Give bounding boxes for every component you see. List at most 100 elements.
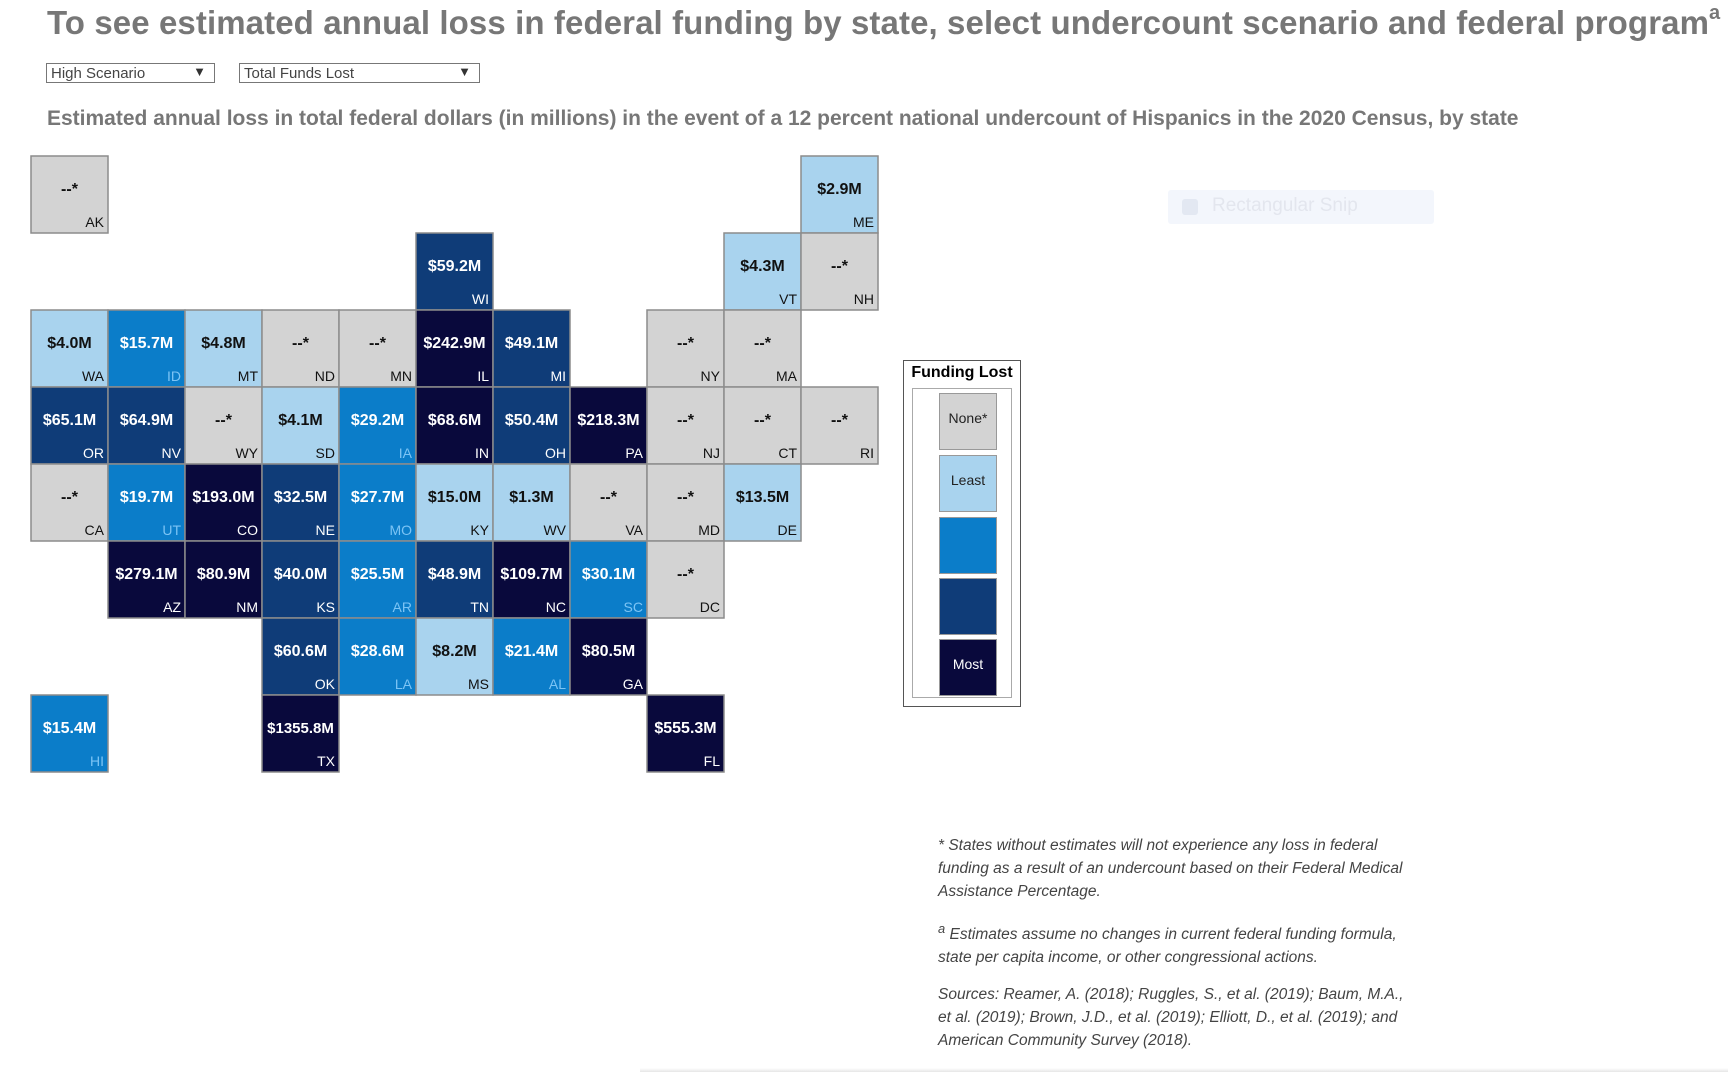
state-tile-dc[interactable]: --* DC — [646, 540, 725, 619]
state-tile-nm[interactable]: $80.9M NM — [184, 540, 263, 619]
state-value-label: --* — [61, 181, 79, 198]
state-abbr-label: RI — [860, 445, 874, 461]
state-tile-ar[interactable]: $25.5M AR — [338, 540, 417, 619]
state-abbr-label: WA — [82, 368, 105, 384]
state-tile-pa[interactable]: $218.3M PA — [569, 386, 648, 465]
state-tile-nd[interactable]: --* ND — [261, 309, 340, 388]
state-abbr-label: DC — [700, 599, 720, 615]
state-tile-co[interactable]: $193.0M CO — [184, 463, 263, 542]
state-value-label: $68.6M — [428, 412, 481, 429]
state-tile-ia[interactable]: $29.2M IA — [338, 386, 417, 465]
state-tile-ky[interactable]: $15.0M KY — [415, 463, 494, 542]
state-tile-tx[interactable]: $1355.8M TX — [261, 694, 340, 773]
state-abbr-label: HI — [90, 753, 104, 769]
state-tile-wy[interactable]: --*WY — [184, 386, 263, 465]
state-tile-ct[interactable]: --* CT — [723, 386, 802, 465]
state-tile-fill — [415, 463, 494, 542]
state-tile-nv[interactable]: $64.9M NV — [107, 386, 186, 465]
state-tile-fill — [107, 463, 186, 542]
state-value-label: $4.3M — [740, 258, 784, 275]
state-tile-ri[interactable]: --* RI — [800, 386, 879, 465]
state-tile-wa[interactable]: $4.0M WA — [30, 309, 109, 388]
title-footnote-marker: a — [1709, 2, 1721, 24]
state-abbr-label: IN — [475, 445, 489, 461]
state-abbr-label: PA — [625, 445, 643, 461]
state-value-label: $242.9M — [423, 335, 485, 352]
state-value-label: $65.1M — [43, 412, 96, 429]
state-tile-or[interactable]: $65.1M OR — [30, 386, 109, 465]
state-tile-me[interactable]: $2.9M ME — [800, 155, 879, 234]
state-tile-ny[interactable]: --* NY — [646, 309, 725, 388]
state-value-label: $27.7M — [351, 489, 404, 506]
legend-swatch-mid — [939, 517, 997, 574]
bottom-edge-shadow — [640, 1068, 1728, 1072]
state-tile-wi[interactable]: $59.2M WI — [415, 232, 494, 311]
state-tile-vt[interactable]: $4.3M VT — [723, 232, 802, 311]
state-tile-de[interactable]: $13.5M DE — [723, 463, 802, 542]
state-tile-az[interactable]: $279.1M AZ — [107, 540, 186, 619]
state-tile-mi[interactable]: $49.1M MI — [492, 309, 571, 388]
state-tile-ga[interactable]: $80.5M GA — [569, 617, 648, 696]
state-value-label: $21.4M — [505, 643, 558, 660]
state-tile-md[interactable]: --*MD — [646, 463, 725, 542]
state-value-label: --* — [292, 335, 310, 352]
state-tile-va[interactable]: --* VA — [569, 463, 648, 542]
state-value-label: $15.0M — [428, 489, 481, 506]
state-tile-mo[interactable]: $27.7M MO — [338, 463, 417, 542]
legend-swatch-least: Least — [939, 455, 997, 512]
state-tile-nj[interactable]: --* NJ — [646, 386, 725, 465]
state-tile-il[interactable]: $242.9M IL — [415, 309, 494, 388]
state-abbr-label: WY — [235, 445, 258, 461]
state-tile-fill — [30, 463, 109, 542]
state-tile-ut[interactable]: $19.7M UT — [107, 463, 186, 542]
state-tile-sc[interactable]: $30.1M SC — [569, 540, 648, 619]
state-tile-fill — [415, 309, 494, 388]
state-tile-sd[interactable]: $4.1M SD — [261, 386, 340, 465]
state-abbr-label: NJ — [703, 445, 720, 461]
page-title-text: To see estimated annual loss in federal … — [47, 4, 1710, 41]
state-tile-ca[interactable]: --* CA — [30, 463, 109, 542]
state-tile-ne[interactable]: $32.5M NE — [261, 463, 340, 542]
state-tile-ak[interactable]: --* AK — [30, 155, 109, 234]
state-tile-mt[interactable]: $4.8M MT — [184, 309, 263, 388]
state-tile-ok[interactable]: $60.6M OK — [261, 617, 340, 696]
state-value-label: --* — [677, 335, 695, 352]
state-tile-ma[interactable]: --*MA — [723, 309, 802, 388]
state-tile-id[interactable]: $15.7M ID — [107, 309, 186, 388]
scenario-dropdown[interactable]: High Scenario ▼ — [46, 63, 215, 83]
state-tile-fill — [30, 309, 109, 388]
state-value-label: --* — [754, 335, 772, 352]
state-tile-map: --*AK$2.9MME$59.2MWI$4.3MVT--*NH$4.0MWA$… — [30, 155, 879, 773]
state-tile-hi[interactable]: $15.4M HI — [30, 694, 109, 773]
state-value-label: $109.7M — [500, 566, 562, 583]
program-dropdown[interactable]: Total Funds Lost ▼ — [239, 63, 480, 83]
state-value-label: $4.1M — [278, 412, 322, 429]
state-tile-la[interactable]: $28.6M LA — [338, 617, 417, 696]
state-tile-nh[interactable]: --* NH — [800, 232, 879, 311]
state-tile-fl[interactable]: $555.3M FL — [646, 694, 725, 773]
state-tile-ks[interactable]: $40.0M KS — [261, 540, 340, 619]
state-tile-al[interactable]: $21.4M AL — [492, 617, 571, 696]
state-tile-oh[interactable]: $50.4M OH — [492, 386, 571, 465]
footnote-sources: Sources: Reamer, A. (2018); Ruggles, S.,… — [938, 986, 1404, 1050]
state-tile-in[interactable]: $68.6M IN — [415, 386, 494, 465]
state-tile-fill — [415, 232, 494, 311]
state-abbr-label: MT — [238, 368, 259, 384]
state-tile-fill — [184, 386, 263, 465]
state-abbr-label: NH — [854, 291, 874, 307]
legend-title: Funding Lost — [911, 364, 1013, 381]
state-tile-fill — [415, 617, 494, 696]
state-tile-ms[interactable]: $8.2M MS — [415, 617, 494, 696]
state-value-label: $218.3M — [577, 412, 639, 429]
state-abbr-label: GA — [623, 676, 644, 692]
state-abbr-label: OR — [83, 445, 104, 461]
state-tile-nc[interactable]: $109.7M NC — [492, 540, 571, 619]
scenario-dropdown-value: High Scenario — [51, 65, 146, 82]
chevron-down-icon: ▼ — [458, 64, 471, 79]
state-tile-wv[interactable]: $1.3M WV — [492, 463, 571, 542]
chevron-down-icon: ▼ — [193, 64, 206, 79]
state-tile-tn[interactable]: $48.9M TN — [415, 540, 494, 619]
snip-icon — [1182, 199, 1198, 215]
state-tile-mn[interactable]: --*MN — [338, 309, 417, 388]
state-tile-fill — [800, 232, 879, 311]
